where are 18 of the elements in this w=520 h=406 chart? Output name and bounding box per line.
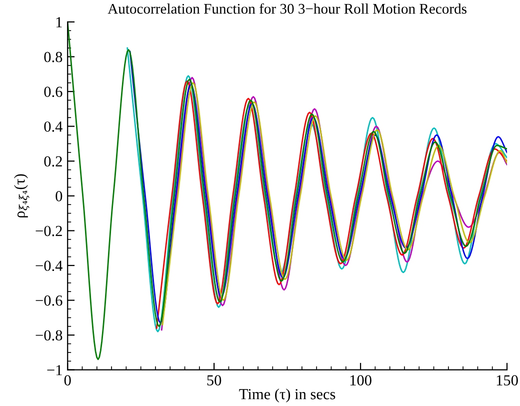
y-tick-label: −0.2 [36,226,62,236]
y-tick-label: −0.4 [36,260,62,271]
y-tick-label: 0.8 [44,52,62,62]
y-tick-label: 0.4 [44,121,62,132]
y-tick-label: −1 [47,365,62,376]
x-tick-label: 150 [496,375,518,386]
x-tick-label: 100 [350,375,372,386]
y-tick-label: −0.6 [36,295,62,306]
y-tick-label: 0 [56,191,62,202]
y-tick-label: 0.6 [44,86,62,98]
y-tick-label: 0.2 [44,156,62,167]
chart-title: Autocorrelation Function for 30 3−hour Roll Motion Records [108,3,466,14]
y-axis-title: ρ$_{ξ₄ξ₄}$(τ) [14,174,30,218]
x-tick-label: 50 [207,375,222,386]
x-axis-title: Time (τ) in secs [239,388,336,402]
y-tick-label: 1 [56,17,62,28]
x-tick-label: 0 [64,375,71,386]
y-tick-label: −0.8 [36,330,62,341]
